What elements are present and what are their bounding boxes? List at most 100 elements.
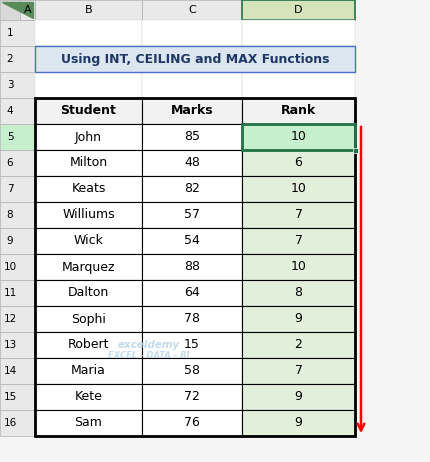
Text: 12: 12 bbox=[3, 314, 17, 324]
Bar bbox=[35, 46, 141, 72]
Bar bbox=[241, 150, 354, 176]
Text: A: A bbox=[24, 5, 31, 15]
Bar bbox=[241, 176, 354, 202]
Bar bbox=[241, 280, 354, 306]
Bar bbox=[0, 124, 35, 150]
Text: 7: 7 bbox=[294, 365, 302, 377]
Bar bbox=[141, 176, 241, 202]
Text: 5: 5 bbox=[7, 132, 13, 142]
Bar bbox=[141, 358, 241, 384]
Bar bbox=[141, 202, 241, 228]
Text: 13: 13 bbox=[3, 340, 17, 350]
Bar bbox=[35, 20, 141, 46]
Bar bbox=[0, 176, 35, 202]
Bar bbox=[0, 332, 35, 358]
Text: 64: 64 bbox=[184, 286, 200, 299]
Text: B: B bbox=[84, 5, 92, 15]
Bar bbox=[35, 384, 141, 410]
Text: 7: 7 bbox=[7, 184, 13, 194]
Text: 15: 15 bbox=[3, 392, 17, 402]
Text: Sam: Sam bbox=[74, 417, 102, 430]
Text: Student: Student bbox=[61, 104, 116, 117]
Bar bbox=[241, 98, 354, 124]
Text: 2: 2 bbox=[7, 54, 13, 64]
Bar bbox=[0, 20, 35, 46]
Bar bbox=[35, 410, 141, 436]
Bar bbox=[35, 124, 141, 150]
Bar bbox=[241, 306, 354, 332]
Bar bbox=[35, 384, 141, 410]
Bar bbox=[0, 228, 35, 254]
Bar bbox=[241, 384, 354, 410]
Bar bbox=[35, 202, 141, 228]
Bar bbox=[241, 124, 354, 150]
Bar bbox=[141, 332, 241, 358]
Text: 48: 48 bbox=[184, 157, 200, 170]
Bar bbox=[35, 254, 141, 280]
Bar bbox=[141, 176, 241, 202]
Bar bbox=[0, 98, 35, 124]
Bar bbox=[35, 98, 141, 124]
Bar bbox=[241, 332, 354, 358]
Bar bbox=[141, 332, 241, 358]
Bar bbox=[35, 228, 141, 254]
Text: Rank: Rank bbox=[280, 104, 315, 117]
Bar bbox=[35, 358, 141, 384]
Bar bbox=[0, 384, 35, 410]
Bar bbox=[0, 202, 35, 228]
Bar bbox=[241, 384, 354, 410]
Bar bbox=[241, 228, 354, 254]
Bar bbox=[141, 72, 241, 98]
Text: 1: 1 bbox=[7, 28, 13, 38]
Bar bbox=[35, 306, 141, 332]
Text: Keats: Keats bbox=[71, 182, 105, 195]
Text: 9: 9 bbox=[7, 236, 13, 246]
Bar bbox=[241, 254, 354, 280]
Bar bbox=[141, 202, 241, 228]
Bar bbox=[241, 124, 354, 150]
Text: Using INT, CEILING and MAX Functions: Using INT, CEILING and MAX Functions bbox=[61, 53, 329, 66]
Text: 14: 14 bbox=[3, 366, 17, 376]
Bar bbox=[141, 384, 241, 410]
Bar bbox=[35, 410, 141, 436]
Bar bbox=[141, 280, 241, 306]
Bar bbox=[0, 254, 35, 280]
Bar bbox=[241, 202, 354, 228]
Text: 58: 58 bbox=[184, 365, 200, 377]
Bar bbox=[141, 124, 241, 150]
Bar bbox=[141, 254, 241, 280]
Text: Milton: Milton bbox=[69, 157, 108, 170]
Bar bbox=[0, 280, 35, 306]
Bar bbox=[241, 72, 354, 98]
Text: 78: 78 bbox=[184, 312, 200, 326]
Bar bbox=[141, 254, 241, 280]
Bar bbox=[141, 410, 241, 436]
Text: exceldemy: exceldemy bbox=[117, 340, 179, 350]
Text: 72: 72 bbox=[184, 390, 200, 403]
Bar bbox=[35, 332, 141, 358]
Text: 11: 11 bbox=[3, 288, 17, 298]
Bar bbox=[141, 280, 241, 306]
Text: 6: 6 bbox=[7, 158, 13, 168]
Bar bbox=[20, 0, 35, 20]
Text: 85: 85 bbox=[184, 130, 200, 144]
Bar bbox=[141, 98, 241, 124]
Bar bbox=[241, 306, 354, 332]
Text: 54: 54 bbox=[184, 235, 200, 248]
Bar bbox=[0, 72, 35, 98]
Bar bbox=[35, 124, 141, 150]
Text: 76: 76 bbox=[184, 417, 200, 430]
Bar bbox=[35, 176, 141, 202]
Bar bbox=[241, 358, 354, 384]
Text: Marks: Marks bbox=[170, 104, 213, 117]
Bar bbox=[35, 228, 141, 254]
Bar bbox=[141, 384, 241, 410]
Bar bbox=[241, 124, 354, 150]
Text: 57: 57 bbox=[184, 208, 200, 221]
Text: 16: 16 bbox=[3, 418, 17, 428]
Text: 3: 3 bbox=[7, 80, 13, 90]
Bar bbox=[35, 98, 354, 436]
Bar bbox=[35, 280, 141, 306]
Bar bbox=[0, 306, 35, 332]
Bar bbox=[35, 176, 141, 202]
